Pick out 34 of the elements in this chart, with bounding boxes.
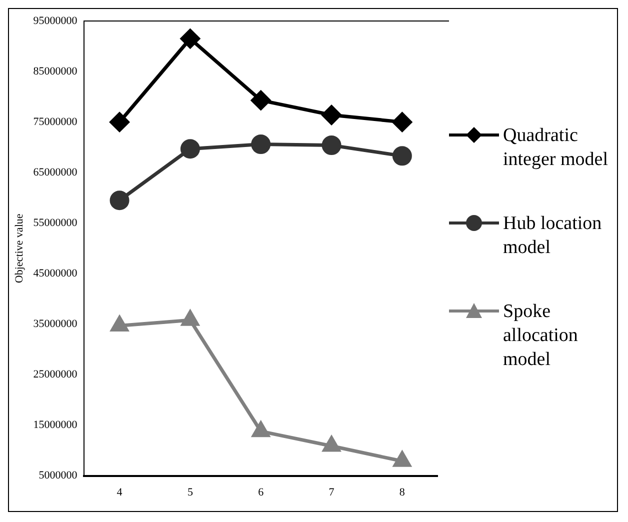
x-tick-label: 6 [258,486,264,498]
y-tick-label: 55000000 [33,217,78,230]
point [251,134,271,154]
point [322,105,342,125]
y-tick-label: 95000000 [33,14,78,27]
point [322,436,340,452]
y-tick-label: 15000000 [33,419,78,432]
point [252,422,270,438]
x-tick-label: 7 [328,486,335,498]
point [392,146,412,166]
point [110,190,130,210]
x-tick-label: 8 [399,486,406,498]
y-tick-label: 25000000 [33,368,78,381]
point [393,451,411,467]
legend-label: Hub location model [503,212,603,260]
point [392,112,412,132]
y-tick-label: 5000000 [38,470,78,482]
y-axis-title: Objective value [13,214,26,284]
point [322,136,342,156]
point [110,316,128,332]
y-tick-label: 35000000 [33,318,78,330]
legend-label: Spoke allocation model [503,300,579,372]
point [110,112,130,132]
y-tick-label: 85000000 [33,65,78,78]
y-tick-label: 45000000 [33,268,78,280]
legend-label: Quadratic integer model [503,124,609,172]
point [180,28,200,48]
y-tick-label: 65000000 [33,166,78,178]
point [182,310,199,326]
y-tick-label: 75000000 [33,116,78,128]
point [180,139,200,159]
x-tick-label: 4 [116,486,123,498]
point [251,90,271,110]
x-tick-label: 5 [187,486,194,498]
